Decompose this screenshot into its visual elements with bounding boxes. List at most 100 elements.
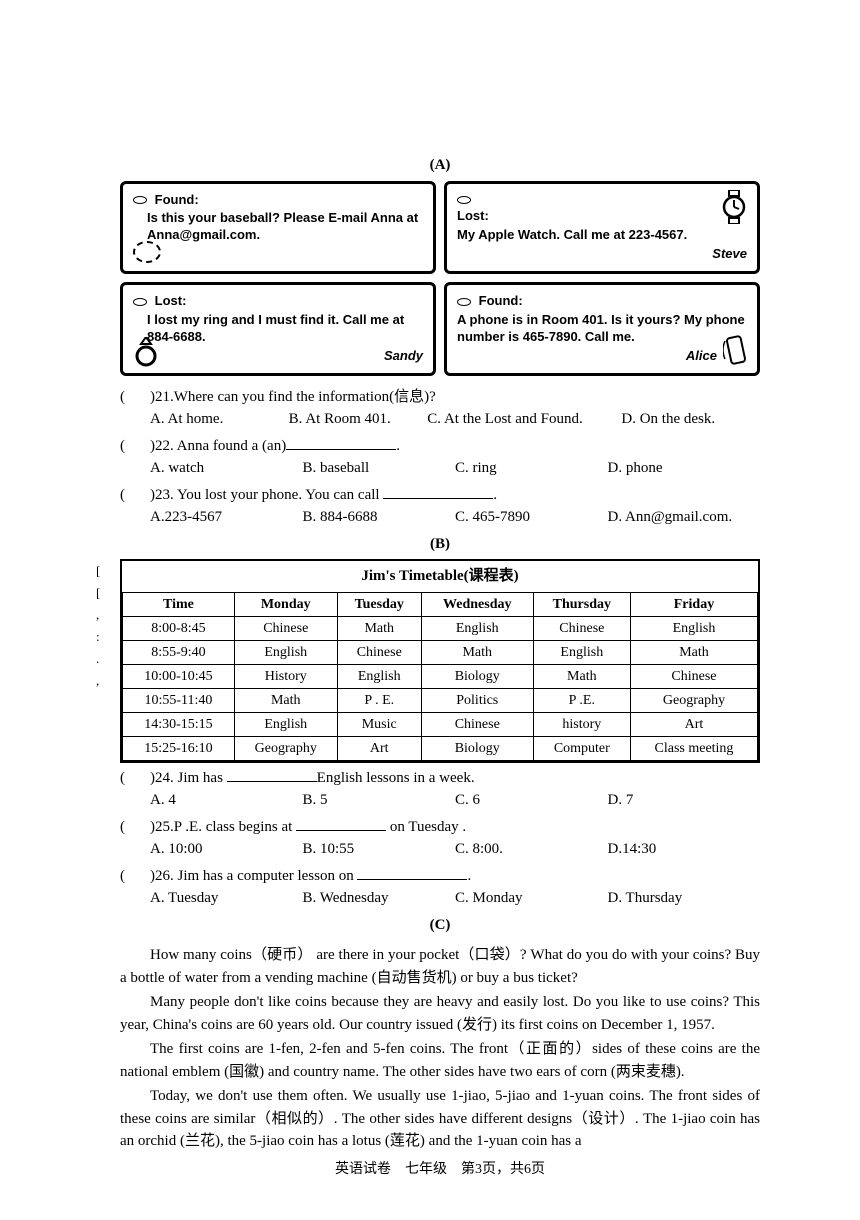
timetable: Jim's Timetable(课程表) TimeMondayTuesdayWe… (120, 559, 760, 763)
table-cell: Chinese (337, 640, 421, 664)
table-cell: Art (630, 712, 757, 736)
question-text: )24. Jim has English lessons in a week. (150, 767, 760, 790)
option-b[interactable]: B. baseball (303, 457, 456, 480)
left-margin-marks: [[,:., (96, 560, 100, 692)
q-text-post: . (493, 487, 497, 503)
table-cell: Chinese (630, 664, 757, 688)
paragraph: How many coins（硬币） are there in your poc… (120, 944, 760, 989)
phone-icon (723, 335, 749, 365)
option-b[interactable]: B. 884-6688 (303, 506, 456, 529)
watch-icon (719, 190, 749, 224)
question-text: )21.Where can you find the information(信… (150, 386, 760, 409)
option-b[interactable]: B. 10:55 (303, 838, 456, 861)
notice-title: Lost: (155, 293, 187, 308)
notice-found-baseball: Found: Is this your baseball? Please E-m… (120, 181, 436, 275)
hole-icon (457, 196, 471, 204)
notice-title: Found: (479, 293, 523, 308)
table-cell: History (234, 664, 337, 688)
table-cell: history (533, 712, 630, 736)
answer-slot[interactable]: ( (120, 435, 150, 458)
question-26-options: A. Tuesday B. Wednesday C. Monday D. Thu… (150, 887, 760, 910)
notice-lost-watch: Lost: My Apple Watch. Call me at 223-456… (444, 181, 760, 275)
section-c-label: (C) (120, 914, 760, 937)
timetable-header: Friday (630, 592, 757, 616)
table-cell: Art (337, 736, 421, 760)
timetable-header: Time (123, 592, 235, 616)
table-cell: Chinese (533, 616, 630, 640)
timetable-grid: TimeMondayTuesdayWednesdayThursdayFriday… (122, 592, 758, 761)
answer-slot[interactable]: ( (120, 865, 150, 888)
notice-lost-ring: Lost: I lost my ring and I must find it.… (120, 282, 436, 376)
notice-signature: Alice (457, 348, 747, 365)
table-cell: Math (630, 640, 757, 664)
option-d[interactable]: D. 7 (608, 789, 761, 812)
option-c[interactable]: C. At the Lost and Found. (427, 408, 621, 431)
notice-title: Lost: (457, 208, 489, 223)
table-cell: 15:25-16:10 (123, 736, 235, 760)
option-a[interactable]: A. 4 (150, 789, 303, 812)
table-cell: Geography (630, 688, 757, 712)
option-d[interactable]: D. Thursday (608, 887, 761, 910)
question-text: )25.P .E. class begins at on Tuesday . (150, 816, 760, 839)
answer-slot[interactable]: ( (120, 816, 150, 839)
section-b-label: (B) (120, 533, 760, 556)
option-b[interactable]: B. Wednesday (303, 887, 456, 910)
option-a[interactable]: A.223-4567 (150, 506, 303, 529)
notice-signature: Sandy (133, 348, 423, 365)
table-row: 8:55-9:40EnglishChineseMathEnglishMath (123, 640, 758, 664)
notice-body: I lost my ring and I must find it. Call … (133, 312, 423, 346)
question-21-options: A. At home. B. At Room 401. C. At the Lo… (150, 408, 760, 431)
option-c[interactable]: C. ring (455, 457, 608, 480)
answer-slot[interactable]: ( (120, 484, 150, 507)
option-d[interactable]: D.14:30 (608, 838, 761, 861)
option-c[interactable]: C. 465-7890 (455, 506, 608, 529)
table-cell: English (234, 712, 337, 736)
section-a-label: (A) (120, 154, 760, 177)
timetable-header: Tuesday (337, 592, 421, 616)
q-text-post: on Tuesday . (386, 819, 466, 835)
table-cell: P . E. (337, 688, 421, 712)
baseball-icon (133, 241, 161, 263)
option-a[interactable]: A. watch (150, 457, 303, 480)
option-d[interactable]: D. Ann@gmail.com. (608, 506, 761, 529)
blank (227, 767, 317, 782)
option-c[interactable]: C. Monday (455, 887, 608, 910)
table-row: 8:00-8:45ChineseMathEnglishChineseEnglis… (123, 616, 758, 640)
table-row: 10:00-10:45HistoryEnglishBiologyMathChin… (123, 664, 758, 688)
blank (296, 816, 386, 831)
option-c[interactable]: C. 8:00. (455, 838, 608, 861)
notice-body: Is this your baseball? Please E-mail Ann… (133, 210, 423, 244)
table-row: 15:25-16:10GeographyArtBiologyComputerCl… (123, 736, 758, 760)
option-d[interactable]: D. On the desk. (621, 408, 760, 431)
table-cell: English (630, 616, 757, 640)
question-text: )22. Anna found a (an). (150, 435, 760, 458)
option-a[interactable]: A. At home. (150, 408, 289, 431)
blank (383, 484, 493, 499)
table-cell: Music (337, 712, 421, 736)
notice-signature: Steve (457, 246, 747, 263)
option-a[interactable]: A. 10:00 (150, 838, 303, 861)
option-a[interactable]: A. Tuesday (150, 887, 303, 910)
option-b[interactable]: B. 5 (303, 789, 456, 812)
blank (357, 865, 467, 880)
option-d[interactable]: D. phone (608, 457, 761, 480)
page-footer: 英语试卷 七年级 第3页，共6页 (120, 1159, 760, 1180)
timetable-header: Thursday (533, 592, 630, 616)
option-c[interactable]: C. 6 (455, 789, 608, 812)
timetable-title: Jim's Timetable(课程表) (122, 561, 758, 592)
table-cell: P .E. (533, 688, 630, 712)
table-cell: Geography (234, 736, 337, 760)
answer-slot[interactable]: ( (120, 386, 150, 409)
question-text: )23. You lost your phone. You can call . (150, 484, 760, 507)
answer-slot[interactable]: ( (120, 767, 150, 790)
hole-icon (457, 298, 471, 306)
table-cell: 10:00-10:45 (123, 664, 235, 688)
question-23: ( )23. You lost your phone. You can call… (120, 484, 760, 507)
q-text-pre: )23. You lost your phone. You can call (150, 487, 383, 503)
question-24-options: A. 4 B. 5 C. 6 D. 7 (150, 789, 760, 812)
notice-board: Found: Is this your baseball? Please E-m… (120, 181, 760, 376)
option-b[interactable]: B. At Room 401. (289, 408, 428, 431)
paragraph: Today, we don't use them often. We usual… (120, 1085, 760, 1153)
table-cell: Math (421, 640, 533, 664)
question-26: ( )26. Jim has a computer lesson on . (120, 865, 760, 888)
